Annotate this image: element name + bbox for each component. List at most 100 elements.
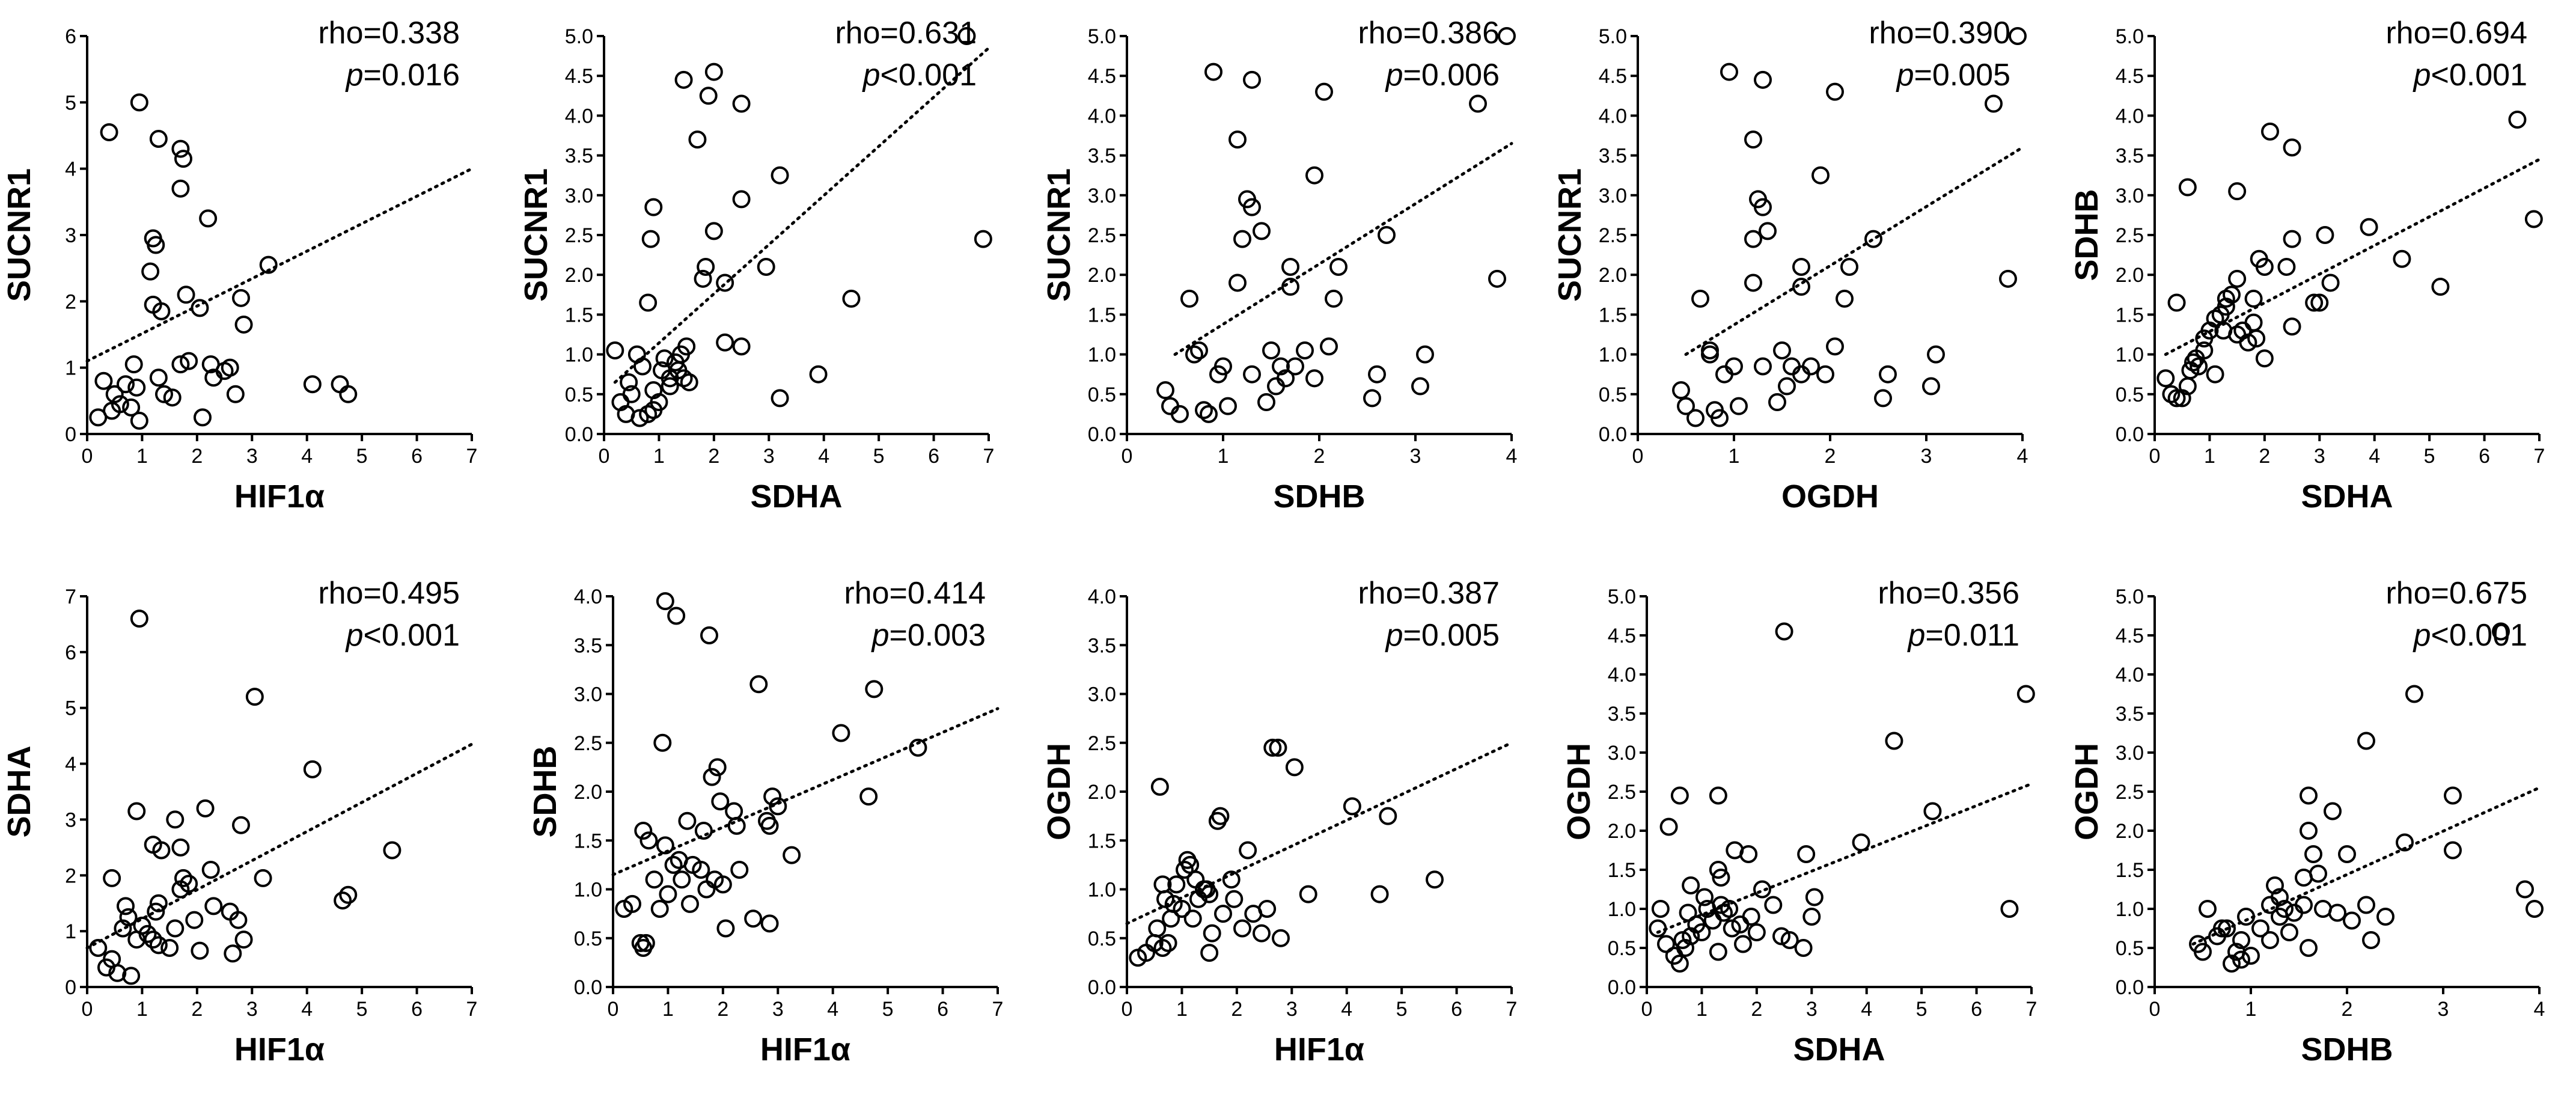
- y-tick-label: 4.0: [1599, 105, 1627, 127]
- data-point: [166, 919, 185, 938]
- data-point: [1281, 257, 1299, 276]
- scatter-panel-3: 0 1 2 3 4 0.0 0.5 1.0 1.5 2.0 2.5 3.0 3.5 4.0 4.5 5.0 SD…: [1041, 16, 1517, 515]
- p-symbol: p: [345, 58, 364, 93]
- data-point: [2190, 357, 2208, 376]
- data-point: [89, 939, 108, 957]
- y-axis-label: SUCNR1: [1552, 168, 1588, 302]
- data-point: [2396, 833, 2414, 852]
- data-point: [1709, 786, 1727, 805]
- y-tick-label: 6: [65, 641, 76, 664]
- y-tick-label: 2.5: [1088, 732, 1116, 755]
- data-point: [769, 797, 787, 816]
- data-point: [166, 810, 185, 829]
- data-point: [2362, 931, 2380, 949]
- y-tick-label: 3.5: [1599, 145, 1627, 168]
- data-point: [694, 269, 712, 288]
- y-tick-label: 0.0: [1088, 976, 1116, 999]
- data-point: [1269, 738, 1287, 757]
- data-point: [680, 373, 698, 391]
- data-point: [716, 919, 735, 938]
- data-point: [2492, 622, 2510, 641]
- data-point: [1195, 401, 1213, 420]
- x-tick-label: 1: [1176, 998, 1188, 1021]
- data-point: [1695, 888, 1714, 906]
- data-point: [1805, 888, 1824, 906]
- data-point: [2213, 919, 2231, 938]
- x-tick-label: 4: [827, 998, 838, 1021]
- data-point: [2237, 908, 2255, 926]
- data-point: [694, 822, 713, 840]
- data-point: [1150, 777, 1169, 796]
- p-value: =0.011: [1925, 618, 2019, 653]
- data-point: [1985, 94, 2003, 113]
- data-point: [1657, 935, 1675, 953]
- scatter-panel-7: 0 1 2 3 4 5 6 7 0.0 0.5 1.0 1.5 2.0 2.5 3.0 3.5 4.0 HIF1α…: [527, 576, 1003, 1068]
- data-point: [727, 816, 746, 835]
- x-tick-label: 0: [2149, 998, 2161, 1021]
- p-value-label: p<0.001: [2413, 58, 2527, 93]
- data-point: [2310, 293, 2329, 312]
- data-point: [2360, 218, 2378, 236]
- data-point: [909, 738, 927, 757]
- data-point: [2283, 317, 2301, 336]
- data-point: [149, 936, 168, 955]
- data-point: [2526, 900, 2544, 918]
- y-tick-label: 3.0: [2116, 742, 2144, 765]
- x-tick-label: 7: [2026, 998, 2037, 1021]
- data-point: [2508, 111, 2527, 129]
- y-tick-label: 4.5: [1088, 65, 1116, 88]
- data-point: [1228, 130, 1247, 149]
- trend-line: [2164, 157, 2541, 356]
- y-tick-label: 1.0: [1088, 344, 1116, 367]
- data-point: [221, 358, 239, 377]
- y-tick-label: 2: [65, 290, 76, 313]
- data-point: [1999, 269, 2017, 288]
- data-point: [1253, 222, 1271, 240]
- y-axis-label: SUCNR1: [1041, 168, 1077, 302]
- data-point: [1156, 890, 1174, 908]
- y-tick-label: 2.5: [1599, 224, 1627, 247]
- data-point: [117, 375, 135, 394]
- data-point: [697, 257, 715, 276]
- data-point: [2217, 298, 2235, 316]
- data-point: [1239, 841, 1257, 860]
- y-tick-label: 3.5: [1088, 145, 1116, 168]
- y-axis-label: SDHB: [2069, 189, 2105, 281]
- data-point: [1208, 811, 1227, 830]
- x-tick-label: 5: [2424, 445, 2435, 468]
- data-point: [1649, 919, 1667, 938]
- x-tick-label: 0: [82, 998, 93, 1021]
- data-point: [2444, 786, 2462, 805]
- data-point: [254, 869, 272, 887]
- data-point: [2244, 289, 2263, 308]
- data-point: [1672, 381, 1690, 400]
- x-tick-label: 3: [1286, 998, 1298, 1021]
- y-tick-label: 0.5: [565, 384, 593, 406]
- data-point: [1778, 377, 1796, 396]
- data-point: [2305, 293, 2324, 312]
- data-point: [1368, 365, 1386, 384]
- data-point: [1190, 341, 1208, 359]
- data-point: [1225, 890, 1244, 908]
- data-point: [1885, 732, 1903, 750]
- y-tick-label: 2.0: [1088, 781, 1116, 804]
- data-point: [1811, 166, 1830, 185]
- data-point: [2156, 369, 2175, 388]
- data-point: [2167, 293, 2186, 312]
- y-tick-label: 1.5: [2116, 859, 2144, 882]
- rho-label: rho=0.386: [1358, 16, 1500, 50]
- y-tick-label: 1: [65, 920, 76, 943]
- data-point: [1682, 876, 1700, 894]
- y-axis-label: OGDH: [1561, 743, 1597, 840]
- y-tick-label: 5: [65, 91, 76, 114]
- data-point: [645, 870, 664, 889]
- data-point: [100, 123, 118, 141]
- data-point: [232, 289, 250, 307]
- y-tick-label: 5.0: [1599, 25, 1627, 48]
- data-point: [1864, 230, 1882, 248]
- data-point: [2239, 333, 2257, 352]
- data-point: [1222, 870, 1241, 889]
- data-point: [1233, 919, 1251, 938]
- data-point: [1797, 845, 1816, 863]
